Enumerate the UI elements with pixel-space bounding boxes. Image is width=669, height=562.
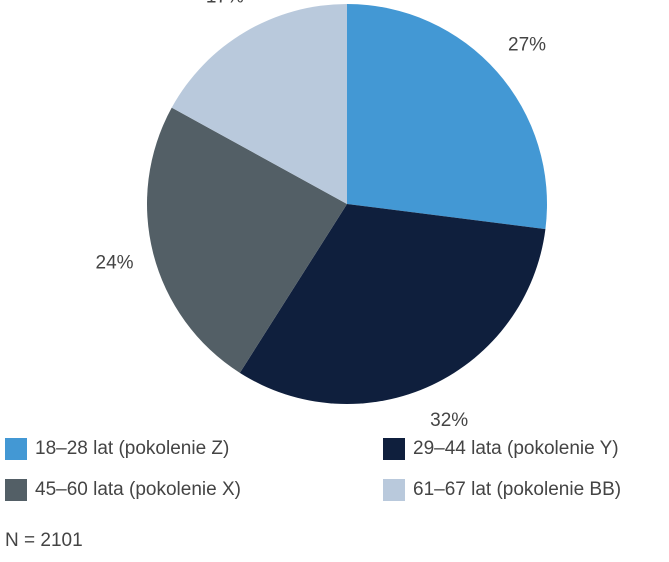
legend-swatch: [5, 479, 27, 501]
legend-label: 61–67 lat (pokolenie BB): [413, 479, 621, 500]
legend-label: 18–28 lat (pokolenie Z): [35, 438, 229, 459]
legend-label: 29–44 lata (pokolenie Y): [413, 438, 619, 459]
value-label: 32%: [430, 410, 468, 431]
legend-label: 45–60 lata (pokolenie X): [35, 479, 241, 500]
pie-slice: [347, 4, 547, 230]
legend-swatch: [383, 438, 405, 460]
pie-slice: [146, 107, 347, 373]
pie-slice: [171, 4, 347, 204]
value-label: 17%: [206, 0, 244, 7]
value-label: 27%: [508, 34, 546, 55]
legend-swatch: [5, 438, 27, 460]
value-label: 24%: [96, 253, 134, 274]
pie-slice: [239, 204, 546, 404]
sample-size-note: N = 2101: [5, 530, 83, 551]
legend-swatch: [383, 479, 405, 501]
